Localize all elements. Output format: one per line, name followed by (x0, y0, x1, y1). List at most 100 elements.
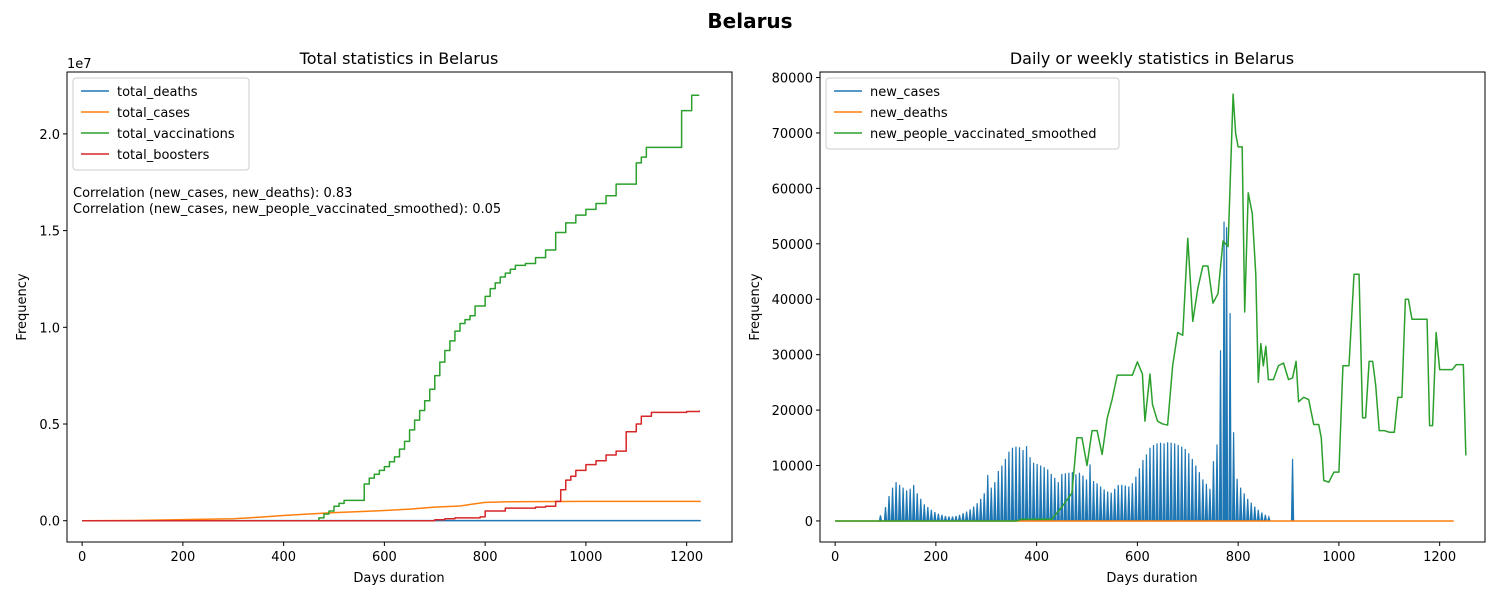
new-cases-spike (1256, 509, 1261, 522)
new-cases-spike (878, 515, 883, 522)
new-cases-spike (1201, 479, 1205, 522)
new-cases-spike (936, 513, 941, 522)
new-cases-spike (1190, 458, 1194, 522)
new-cases-spike (1017, 447, 1022, 522)
new-cases-spike (1211, 461, 1216, 522)
new-cases-spike (1120, 484, 1124, 522)
y-tick-label: 20000 (772, 404, 813, 419)
new-cases-spike (926, 507, 930, 522)
new-cases-spike (1183, 448, 1187, 522)
x-tick-label: 0 (78, 550, 86, 565)
y-tick-label: 10000 (772, 460, 813, 475)
axes-frame (66, 71, 733, 543)
new-cases-spike (1137, 468, 1142, 522)
new-cases-spike (1249, 502, 1253, 522)
correlation-annotation-2: Correlation (new_cases, new_people_vacci… (73, 202, 501, 217)
new-cases-spike (919, 498, 923, 522)
new-cases-spike (1194, 465, 1198, 522)
new-cases-spike (1116, 484, 1120, 522)
x-tick-label: 1200 (1423, 550, 1456, 565)
y-tick-label: 0 (805, 515, 813, 530)
y-axis-label: Frequency (15, 273, 30, 340)
axes-frame (819, 71, 1486, 543)
new-cases-spike (1165, 442, 1170, 522)
new-cases-spike (996, 471, 1001, 522)
y-tick-label: 30000 (772, 349, 813, 364)
y-tick-label: 1.5 (39, 225, 60, 240)
new-cases-spike (894, 482, 898, 522)
total-boosters-line (82, 410, 701, 522)
new-cases-spike (961, 513, 965, 522)
new-cases-spike (1102, 489, 1106, 522)
new-cases-spike (975, 503, 979, 522)
y-tick-label: 1.0 (39, 321, 60, 336)
x-tick-label: 200 (923, 550, 948, 565)
new-cases-spike (890, 487, 895, 522)
y-offset-label: 1e7 (67, 57, 92, 72)
new-cases-spike (1263, 514, 1268, 522)
y-tick-label: 0.0 (39, 515, 60, 530)
new-cases-spike (1088, 464, 1092, 522)
new-cases-spike (1158, 442, 1163, 522)
new-cases-spike (1134, 476, 1138, 522)
new-cases-spike (1038, 465, 1043, 522)
new-cases-spike (1003, 458, 1008, 522)
new-cases-spikes (878, 221, 1295, 522)
new-people-vaccinated-smoothed-line (835, 93, 1467, 522)
legend-entry-label: new_people_vaccinated_smoothed (870, 127, 1096, 142)
y-tick-label: 2.0 (39, 128, 60, 143)
new-cases-spike (1060, 473, 1064, 522)
new-cases-spike (968, 509, 972, 522)
new-cases-spike (904, 490, 909, 522)
new-cases-spike (1231, 432, 1236, 522)
new-cases-spike (1187, 453, 1191, 522)
new-cases-spike (1098, 486, 1103, 522)
x-tick-label: 600 (1125, 550, 1150, 565)
plot-area (82, 94, 701, 522)
new-cases-spike (1176, 444, 1180, 522)
x-tick-label: 800 (1226, 550, 1251, 565)
new-cases-spike (1204, 483, 1209, 522)
total-vaccinations-line (82, 94, 700, 522)
new-cases-spike (1035, 463, 1039, 522)
x-tick-label: 200 (170, 550, 195, 565)
new-cases-spike (1000, 465, 1004, 522)
new-cases-spike (1081, 475, 1085, 522)
legend-entry-label: total_boosters (117, 148, 210, 163)
new-cases-spike (883, 507, 888, 522)
new-cases-spike (1246, 498, 1250, 522)
new-cases-spike (1169, 442, 1173, 522)
new-cases-spike (1218, 350, 1223, 522)
y-tick-label: 50000 (772, 238, 813, 253)
new-cases-spike (1113, 488, 1117, 522)
new-cases-spike (929, 509, 934, 522)
new-cases-spike (1238, 487, 1243, 522)
new-cases-spike (1144, 454, 1149, 522)
new-cases-spike (887, 495, 891, 522)
x-tick-label: 800 (473, 550, 498, 565)
new-cases-spike (901, 487, 905, 522)
new-cases-spike (1123, 485, 1127, 522)
new-cases-spike (912, 484, 916, 522)
new-cases-spike (1197, 472, 1202, 522)
new-cases-spike (1105, 491, 1110, 522)
legend: total_deaths total_cases total_vaccination… (72, 77, 250, 171)
new-cases-spike (933, 511, 937, 522)
new-cases-spike (957, 514, 962, 522)
new-cases-spike (1148, 447, 1152, 522)
new-cases-spike (1130, 483, 1135, 522)
new-cases-spike (897, 484, 902, 522)
legend-entry-label: total_vaccinations (117, 127, 235, 142)
new-cases-spike (979, 498, 983, 522)
new-cases-spike (971, 506, 976, 522)
new-cases-spike (1208, 488, 1212, 522)
x-tick-label: 1200 (670, 550, 703, 565)
new-cases-spike (1010, 447, 1015, 522)
legend-box (825, 77, 1120, 150)
new-cases-spike (1173, 443, 1177, 522)
new-cases-spike (1109, 492, 1113, 522)
new-cases-spike (1222, 221, 1226, 522)
x-tick-label: 1000 (1322, 550, 1355, 565)
new-cases-spike (1215, 444, 1219, 522)
